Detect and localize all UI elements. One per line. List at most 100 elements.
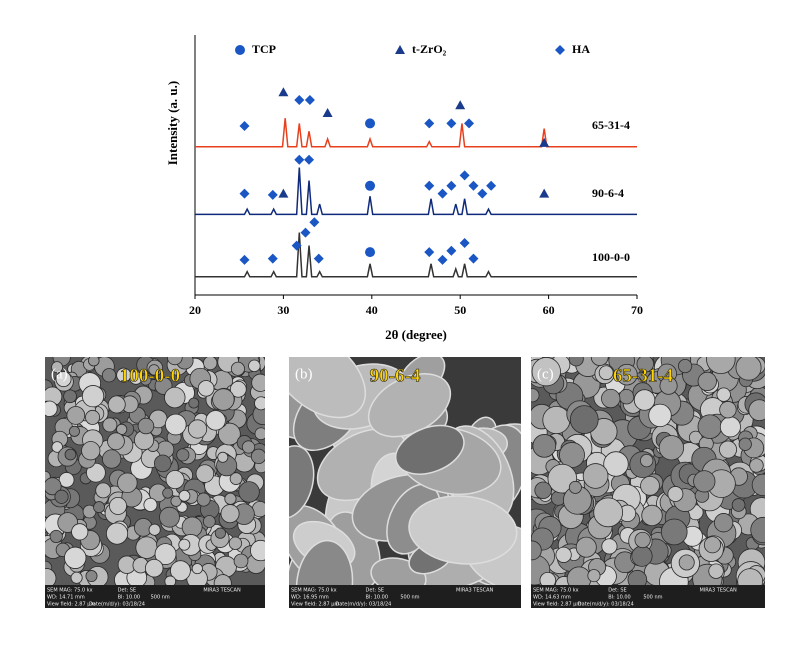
sem-grain bbox=[117, 472, 138, 494]
sem-footer-text: 500 nm bbox=[643, 595, 662, 601]
y-axis-label: Intensity (a. u.) bbox=[165, 81, 180, 166]
sem-grain bbox=[140, 374, 152, 386]
phase-marker bbox=[464, 118, 475, 129]
sem-grain bbox=[555, 546, 572, 563]
sem-grain bbox=[542, 405, 571, 435]
sem-footer-text: Date(m/d/y): 03/18/24 bbox=[335, 602, 391, 608]
phase-marker bbox=[424, 118, 435, 129]
sem-grain bbox=[224, 492, 237, 505]
sem-footer-text: SEM MAG: 75.0 kx bbox=[291, 588, 337, 594]
sem-grain bbox=[85, 409, 101, 425]
sem-grain bbox=[105, 522, 129, 545]
sem-footer-text: Det: SE bbox=[366, 588, 385, 594]
phase-marker bbox=[294, 154, 305, 165]
sem-grain bbox=[634, 531, 651, 549]
sem-grain bbox=[229, 472, 243, 485]
sem-footer-text: View field: 2.87 μm bbox=[47, 602, 95, 608]
phase-marker bbox=[446, 180, 457, 191]
sem-grain bbox=[164, 413, 187, 436]
phase-marker bbox=[278, 87, 289, 97]
sem-footer-text: 500 nm bbox=[151, 595, 170, 601]
sem-grain bbox=[748, 399, 765, 422]
sem-grain bbox=[116, 367, 132, 383]
sem-grain bbox=[750, 516, 765, 544]
phase-marker bbox=[294, 95, 305, 105]
sem-footer-text: WD: 14.63 mm bbox=[533, 595, 571, 601]
sem-grain bbox=[164, 386, 186, 409]
phase-marker bbox=[424, 180, 435, 191]
sem-grain bbox=[71, 523, 89, 541]
panel-title: 65-31-4 bbox=[613, 365, 674, 386]
sem-grain bbox=[531, 357, 561, 387]
sem-grain bbox=[167, 357, 183, 366]
sem-grain bbox=[559, 442, 585, 468]
phase-marker bbox=[267, 253, 278, 264]
x-tick-label: 30 bbox=[277, 303, 289, 317]
sem-footer-text: Det: SE bbox=[608, 588, 627, 594]
sem-grain bbox=[706, 357, 736, 375]
sem-grain bbox=[86, 462, 106, 483]
sem-grain bbox=[693, 470, 716, 493]
sem-grain bbox=[230, 361, 245, 376]
sem-footer-text: BI: 10.00 bbox=[608, 595, 631, 601]
sem-grain bbox=[735, 357, 762, 381]
sem-grain bbox=[214, 527, 226, 539]
sem-footer-text: 500 nm bbox=[400, 595, 419, 601]
panel-title: 90-6-4 bbox=[370, 365, 421, 386]
sem-footer-text: Det: SE bbox=[118, 588, 137, 594]
sem-grain bbox=[251, 373, 265, 392]
sem-grain bbox=[659, 376, 678, 395]
sem-grain bbox=[63, 389, 77, 404]
sem-grain bbox=[220, 504, 240, 524]
sem-grain bbox=[751, 473, 765, 497]
sem-grain bbox=[95, 482, 112, 499]
sem-grain bbox=[749, 458, 764, 473]
sem-footer-text: WD: 16.95 mm bbox=[291, 595, 329, 601]
sem-grain bbox=[228, 536, 243, 550]
sem-grain bbox=[153, 454, 172, 473]
phase-marker bbox=[455, 100, 466, 110]
sem-grain bbox=[195, 464, 215, 483]
phase-marker bbox=[322, 108, 333, 117]
sem-grain bbox=[64, 546, 87, 569]
sem-grain bbox=[289, 445, 315, 519]
sem-grain bbox=[55, 371, 72, 388]
sem-grain bbox=[648, 403, 672, 428]
sem-footer-text: View field: 2.87 μm bbox=[291, 602, 339, 608]
sem-grain bbox=[45, 477, 62, 496]
phase-marker bbox=[468, 253, 479, 264]
phase-marker bbox=[437, 254, 448, 265]
sem-image: SEM MAG: 75.0 kx Det: SE MIRA3 TESCAN WD: 1… bbox=[45, 357, 265, 608]
sem-grain bbox=[178, 538, 191, 551]
phase-marker bbox=[313, 253, 324, 264]
x-tick-label: 50 bbox=[454, 303, 466, 317]
phase-marker bbox=[459, 170, 470, 181]
legend-label: TCP bbox=[252, 42, 276, 56]
sem-grain bbox=[250, 539, 265, 562]
sem-grain bbox=[568, 480, 582, 494]
sem-grain bbox=[719, 416, 741, 438]
sem-grain bbox=[203, 357, 218, 371]
sem-grain bbox=[102, 417, 118, 433]
sem-grain bbox=[658, 435, 685, 461]
sem-grain bbox=[81, 441, 101, 461]
sem-grain bbox=[170, 495, 182, 507]
sem-grain bbox=[598, 365, 614, 381]
sem-footer-text: MIRA3 TESCAN bbox=[699, 588, 737, 594]
sem-footer bbox=[531, 585, 765, 608]
panel-letter: (a) bbox=[51, 366, 68, 382]
sem-grain bbox=[660, 518, 688, 546]
sem-grain bbox=[217, 422, 241, 446]
sem-grain bbox=[703, 536, 722, 554]
sem-grain bbox=[229, 380, 247, 398]
panel-title: 100-0-0 bbox=[120, 365, 180, 386]
sem-grain bbox=[531, 540, 542, 561]
sem-grain bbox=[107, 432, 125, 451]
phase-marker bbox=[437, 188, 448, 199]
sem-grain bbox=[165, 470, 185, 490]
sem-grain bbox=[144, 558, 164, 578]
sem-grain bbox=[568, 357, 584, 367]
sem-footer-text: SEM MAG: 75.0 kx bbox=[533, 588, 579, 594]
sem-footer bbox=[45, 585, 265, 608]
